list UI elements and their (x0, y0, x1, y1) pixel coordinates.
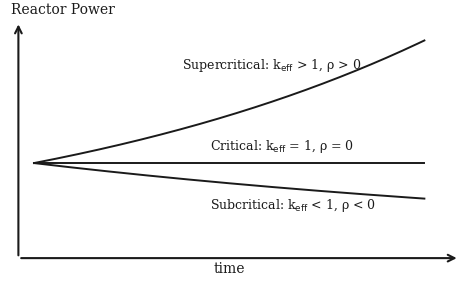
Text: Reactor Power: Reactor Power (10, 3, 114, 17)
Text: Supercritical: k$_\mathrm{eff}$ > 1, ρ > 0: Supercritical: k$_\mathrm{eff}$ > 1, ρ >… (182, 57, 362, 74)
Text: time: time (213, 262, 245, 276)
Text: Critical: k$_\mathrm{eff}$ = 1, ρ = 0: Critical: k$_\mathrm{eff}$ = 1, ρ = 0 (210, 138, 354, 155)
Text: Subcritical: k$_\mathrm{eff}$ < 1, ρ < 0: Subcritical: k$_\mathrm{eff}$ < 1, ρ < 0 (210, 197, 376, 214)
